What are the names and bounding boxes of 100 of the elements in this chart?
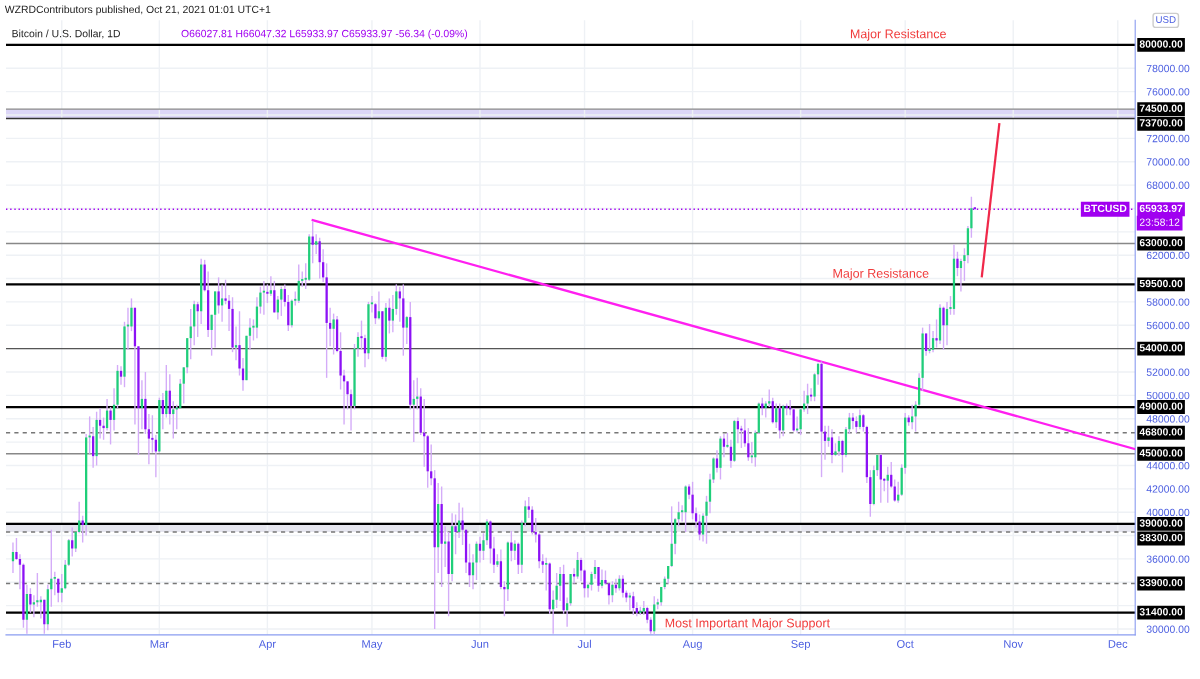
candlestick [600, 568, 604, 589]
candlestick [719, 435, 722, 481]
candlestick [841, 439, 844, 474]
candlestick [53, 571, 56, 596]
candlestick [496, 553, 499, 568]
candlestick [332, 312, 335, 356]
y-tick-label: 48000.00 [1146, 415, 1190, 423]
candlestick [95, 411, 98, 467]
candlestick [137, 345, 140, 456]
text: USD [1156, 16, 1176, 23]
candlestick [269, 275, 273, 297]
ref-line-label: 39000.00 [1139, 519, 1183, 527]
candlestick [806, 382, 809, 415]
ref-line-label: 38300.00 [1139, 533, 1183, 542]
x-tick-label: Dec [1108, 640, 1128, 648]
candlestick [855, 415, 858, 434]
candlestick [461, 506, 464, 546]
candlestick [468, 543, 471, 588]
candlestick [182, 366, 185, 405]
y-tick-label: 78000.00 [1146, 64, 1190, 73]
candlestick [29, 587, 32, 614]
annotation: BTCUSD [1084, 204, 1127, 213]
ref-line-label: 46800.00 [1139, 428, 1183, 436]
text: Bitcoin / U.S. Dollar, 1D [12, 29, 120, 39]
x-tick-label: Sep [791, 640, 811, 651]
ref-line-label: 80000.00 [1139, 40, 1183, 48]
x-tick-label: Aug [682, 640, 702, 651]
candlestick [559, 566, 562, 602]
candlestick [189, 308, 192, 360]
candlestick [391, 294, 394, 333]
candlestick [315, 233, 318, 255]
ref-line-label: 31400.00 [1139, 608, 1183, 616]
candlestick [109, 406, 112, 446]
candlestick [611, 580, 614, 603]
candlestick [886, 465, 889, 504]
candlestick [935, 318, 938, 349]
ref-line-label: 33900.00 [1139, 578, 1183, 587]
candlestick [928, 323, 931, 355]
candlestick [715, 449, 719, 474]
candlestick [931, 330, 935, 353]
x-tick-label: Feb [53, 639, 71, 648]
ref-line-label: 49000.00 [1139, 402, 1183, 410]
candlestick [81, 515, 84, 544]
candlestick [454, 513, 457, 555]
y-tick-label: 76000.00 [1146, 88, 1190, 96]
y-tick-label: 30000.00 [1146, 625, 1190, 633]
candlestick [893, 478, 896, 503]
candlestick [809, 387, 813, 402]
candlestick [635, 601, 638, 617]
candlestick [862, 413, 865, 433]
x-tick-label: Apr [258, 640, 276, 651]
candlestick [827, 425, 830, 448]
candlestick [545, 557, 548, 592]
candlestick [604, 569, 607, 586]
candlestick [119, 365, 123, 386]
text: WZRDContributors published, Oct 21, 2021 01:01 UTC+1 [4, 5, 271, 16]
candlestick [632, 590, 635, 616]
y-tick-label: 40000.00 [1146, 508, 1190, 517]
candlestick [412, 379, 415, 443]
candlestick [405, 315, 408, 345]
ref-line-label: 54000.00 [1139, 344, 1183, 352]
candlestick [98, 407, 102, 440]
x-tick-label: Jun [471, 640, 489, 648]
candlestick [607, 582, 611, 606]
y-tick-label: 52000.00 [1146, 368, 1190, 376]
candlestick [911, 404, 914, 430]
ref-line-label: 74500.00 [1139, 104, 1183, 112]
text: O66027.81 H66047.32 L65933.97 C65933.97 -56.34 (-0.09%) [181, 29, 468, 40]
candlestick [541, 553, 544, 574]
candlestick [858, 408, 861, 430]
y-tick-label: 68000.00 [1146, 181, 1190, 189]
y-tick-label: 70000.00 [1146, 158, 1190, 166]
candlestick [684, 484, 687, 533]
x-tick-label: Nov [1004, 640, 1024, 648]
candlestick [210, 314, 213, 357]
candlestick [924, 332, 928, 357]
y-tick-label: 62000.00 [1146, 251, 1190, 260]
candlestick [830, 428, 834, 464]
y-tick-label: 36000.00 [1146, 555, 1190, 563]
candlestick [820, 360, 823, 478]
y-tick-label: 50000.00 [1146, 391, 1190, 400]
candlestick [576, 551, 579, 580]
candlestick [388, 297, 391, 335]
annotation: Major Resistance [833, 268, 929, 281]
x-tick-label: May [362, 640, 383, 651]
annotation: Major Resistance [850, 29, 946, 41]
candlestick [897, 481, 900, 504]
ref-line-label: 65933.97 [1139, 204, 1183, 213]
x-tick-label: Jul [577, 639, 591, 648]
candlestick [942, 305, 945, 351]
candlestick [213, 290, 217, 349]
candlestick [172, 400, 175, 440]
ref-line-label: 45000.00 [1139, 449, 1183, 457]
candlestick [527, 496, 530, 519]
candlestick [280, 286, 283, 317]
text: 23:58:12 [1139, 218, 1180, 226]
y-tick-label: 58000.00 [1146, 298, 1190, 306]
x-tick-label: Mar [150, 640, 169, 648]
candlestick [457, 502, 461, 539]
candlestick [311, 220, 314, 265]
